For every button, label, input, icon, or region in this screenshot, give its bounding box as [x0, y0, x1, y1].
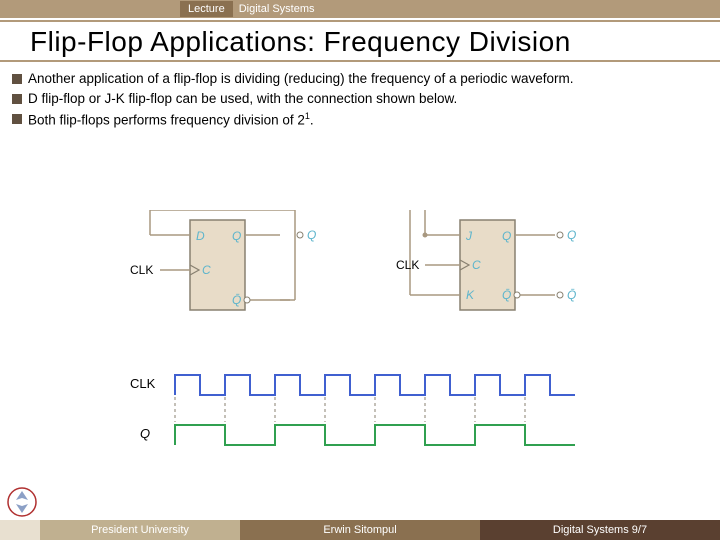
- d-flipflop: D C Q Q̄ CLK Q: [130, 210, 316, 310]
- jk-flipflop: HIGH J C K Q Q̄ CLK Q Q̄: [396, 210, 576, 310]
- lecture-label: Lecture: [180, 1, 233, 17]
- bullet-marker: [12, 94, 22, 104]
- svg-text:K: K: [466, 288, 475, 302]
- university-logo: [6, 486, 38, 518]
- footer-page: Digital Systems 9/7: [480, 520, 720, 540]
- svg-text:Q̄: Q̄: [232, 293, 241, 307]
- bullet-text: Another application of a flip-flop is di…: [28, 70, 574, 88]
- svg-text:Q̄: Q̄: [567, 288, 576, 302]
- title-block: Flip-Flop Applications: Frequency Divisi…: [0, 20, 720, 62]
- footer-seg-blank: [0, 520, 40, 540]
- bullet-item: Another application of a flip-flop is di…: [12, 70, 706, 88]
- bullet-text: D flip-flop or J-K flip-flop can be used…: [28, 90, 457, 108]
- bullet-item: Both flip-flops performs frequency divis…: [12, 110, 706, 130]
- svg-text:Q: Q: [502, 229, 511, 243]
- svg-text:Q: Q: [140, 426, 150, 441]
- svg-text:Q: Q: [567, 228, 576, 242]
- bullet-marker: [12, 114, 22, 124]
- svg-text:C: C: [202, 263, 211, 277]
- bullet-marker: [12, 74, 22, 84]
- svg-text:Q̄: Q̄: [502, 288, 511, 302]
- top-bar: Lecture Digital Systems: [0, 0, 720, 18]
- svg-text:C: C: [472, 258, 481, 272]
- svg-text:Q: Q: [307, 228, 316, 242]
- body-text: Another application of a flip-flop is di…: [0, 62, 720, 130]
- footer-author: Erwin Sitompul: [240, 520, 480, 540]
- svg-text:CLK: CLK: [396, 258, 419, 272]
- slide-title: Flip-Flop Applications: Frequency Divisi…: [30, 26, 710, 58]
- bullet-text: Both flip-flops performs frequency divis…: [28, 110, 314, 130]
- svg-text:Q: Q: [232, 229, 241, 243]
- diagram-area: D C Q Q̄ CLK Q HIGH J C: [100, 210, 620, 480]
- svg-text:CLK: CLK: [130, 376, 156, 391]
- svg-text:CLK: CLK: [130, 263, 153, 277]
- svg-text:D: D: [196, 229, 205, 243]
- svg-text:J: J: [465, 229, 473, 243]
- circuit-diagram: D C Q Q̄ CLK Q HIGH J C: [100, 210, 620, 480]
- timing-diagram: CLK Q: [130, 375, 575, 445]
- footer-bar: President University Erwin Sitompul Digi…: [0, 520, 720, 540]
- course-name: Digital Systems: [239, 3, 315, 15]
- footer-university: President University: [40, 520, 240, 540]
- bullet-item: D flip-flop or J-K flip-flop can be used…: [12, 90, 706, 108]
